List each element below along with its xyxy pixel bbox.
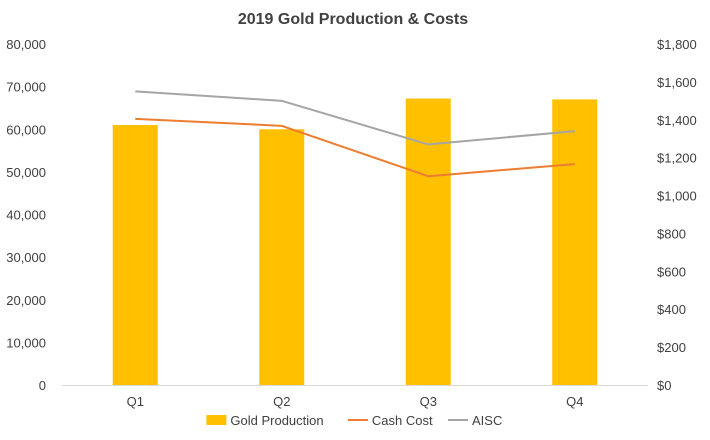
right-tick-label: $0 (657, 378, 671, 393)
left-tick-label: 70,000 (6, 80, 46, 95)
chart-title: 2019 Gold Production & Costs (238, 11, 468, 28)
legend-label-gold-production: Gold Production (230, 413, 323, 428)
legend-swatch-gold-production (206, 415, 227, 425)
x-tick-label: Q1 (127, 394, 144, 409)
legend: Gold Production Cash Cost AISC (206, 413, 502, 428)
line-cash-cost (135, 117, 575, 178)
left-tick-label: 0 (39, 378, 46, 393)
line-aisc (135, 90, 575, 146)
right-tick-label: $1,000 (657, 189, 697, 204)
right-tick-label: $400 (657, 302, 686, 317)
line-series (135, 90, 575, 178)
bar-series (112, 98, 598, 386)
left-tick-label: 50,000 (6, 165, 46, 180)
right-tick-label: $1,800 (657, 37, 697, 52)
right-tick-label: $200 (657, 340, 686, 355)
right-tick-label: $600 (657, 264, 686, 279)
x-tick-label: Q3 (420, 394, 437, 409)
left-tick-label: 40,000 (6, 208, 46, 223)
left-axis: 0 10,000 20,000 30,000 40,000 50,000 60,000 70,… (6, 37, 46, 393)
legend-label-aisc: AISC (472, 413, 502, 428)
left-tick-label: 20,000 (6, 293, 46, 308)
bar-gold-production (405, 98, 451, 385)
bar-gold-production (259, 129, 305, 385)
right-tick-label: $800 (657, 226, 686, 241)
bar-gold-production (112, 124, 158, 386)
legend-label-cash-cost: Cash Cost (372, 413, 433, 428)
x-axis: Q1 Q2 Q3 Q4 (127, 394, 584, 409)
left-tick-label: 30,000 (6, 250, 46, 265)
left-tick-label: 10,000 (6, 335, 46, 350)
left-tick-label: 60,000 (6, 122, 46, 137)
right-tick-label: $1,600 (657, 75, 697, 90)
right-tick-label: $1,200 (657, 151, 697, 166)
left-tick-label: 80,000 (6, 37, 46, 52)
right-axis: $0 $200 $400 $600 $800 $1,000 $1,200 $1,400 $1,6… (657, 37, 697, 393)
right-tick-label: $1,400 (657, 113, 697, 128)
x-tick-label: Q4 (566, 394, 583, 409)
x-tick-label: Q2 (273, 394, 290, 409)
bar-gold-production (552, 99, 598, 385)
